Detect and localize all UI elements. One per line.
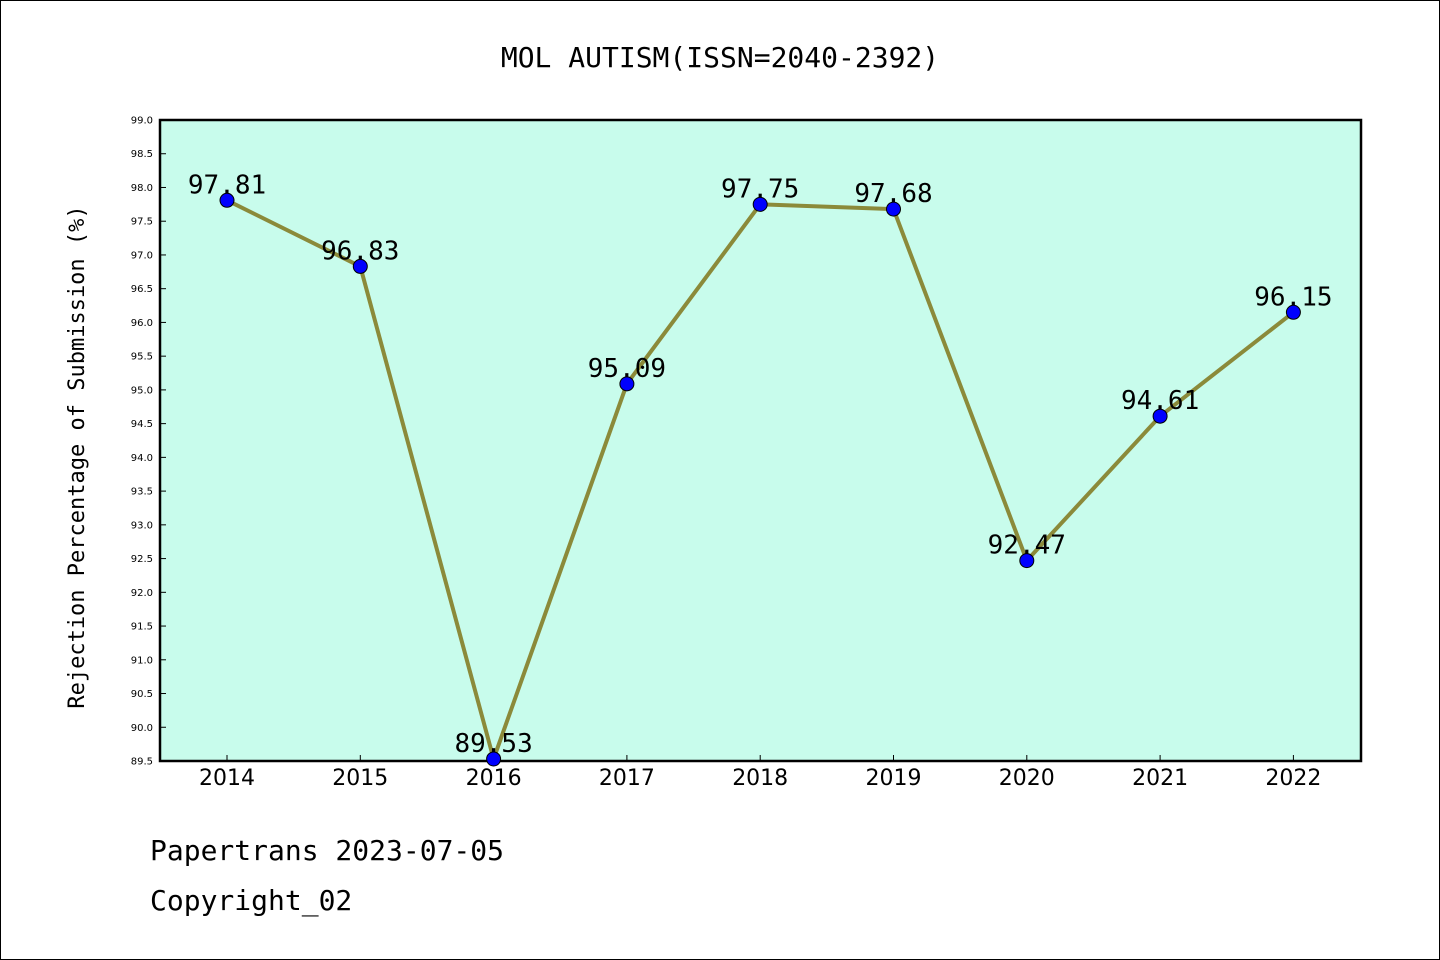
x-tick-label: 2014 (199, 766, 255, 791)
y-tick-label: 90.5 (131, 689, 153, 700)
x-tick-label: 2020 (999, 766, 1055, 791)
data-label: 96.15 (1254, 282, 1332, 312)
series-markers (219, 192, 1301, 767)
data-label: 94.61 (1121, 386, 1199, 416)
x-tick-label: 2021 (1132, 766, 1188, 791)
y-tick-label: 90.0 (131, 723, 153, 734)
data-point (219, 192, 235, 208)
data-label: 97.81 (188, 170, 266, 200)
data-label: 97.75 (721, 174, 799, 204)
y-axis-label: Rejection Percentage of Submission (%) (65, 205, 90, 708)
data-label: 92.47 (988, 531, 1066, 561)
footer-copyright: Copyright_02 (150, 884, 353, 917)
data-point (1285, 304, 1301, 320)
x-tick-label: 2022 (1265, 766, 1321, 791)
y-tick-label: 91.5 (131, 622, 153, 633)
y-tick-label: 98.5 (131, 149, 153, 160)
y-tick-label: 95.0 (131, 385, 153, 396)
x-tick-label: 2017 (599, 766, 655, 791)
y-tick-label: 98.0 (131, 183, 153, 194)
y-tick-label: 92.0 (131, 588, 153, 599)
y-tick-label: 91.0 (131, 655, 153, 666)
y-tick-label: 97.5 (131, 217, 153, 228)
data-point (752, 196, 768, 212)
x-tick-label: 2015 (332, 766, 388, 791)
y-tick-label: 97.0 (131, 250, 153, 261)
x-tick-label: 2019 (866, 766, 922, 791)
plot-area (158, 118, 1363, 763)
y-tick-label: 95.5 (131, 352, 153, 363)
y-tick-label: 94.0 (131, 453, 153, 464)
chart-title: MOL AUTISM(ISSN=2040-2392) (501, 41, 939, 74)
data-label: 95.09 (588, 354, 666, 384)
y-tick-label: 94.5 (131, 419, 153, 430)
x-tick-label: 2018 (732, 766, 788, 791)
data-point (352, 258, 368, 274)
y-tick-label: 93.5 (131, 487, 153, 498)
data-point (619, 376, 635, 392)
x-axis-ticks: 2014 2015 2016 2017 2018 2019 2020 2021 2022 (199, 755, 1321, 791)
data-point (486, 751, 502, 767)
data-point (1152, 408, 1168, 424)
data-label: 97.68 (854, 179, 932, 209)
y-axis-ticks: 89.5 90.0 90.5 91.0 91.5 92.0 92.5 93.0 93.5 94.0… (131, 116, 166, 768)
y-tick-label: 89.5 (131, 757, 153, 768)
data-labels: 97.81 96.83 89.53 95.09 97.75 97.68 92.47 94.61… (188, 170, 1333, 759)
data-point (886, 201, 901, 217)
footer-date: Papertrans 2023-07-05 (150, 834, 505, 867)
data-label: 89.53 (454, 729, 532, 759)
x-tick-label: 2016 (466, 766, 522, 791)
data-label: 96.83 (321, 236, 399, 266)
y-tick-label: 92.5 (131, 554, 153, 565)
y-tick-label: 93.0 (131, 520, 153, 531)
y-tick-label: 96.5 (131, 284, 153, 295)
data-point (1019, 553, 1035, 569)
y-tick-label: 99.0 (131, 116, 153, 127)
y-tick-label: 96.0 (131, 318, 153, 329)
